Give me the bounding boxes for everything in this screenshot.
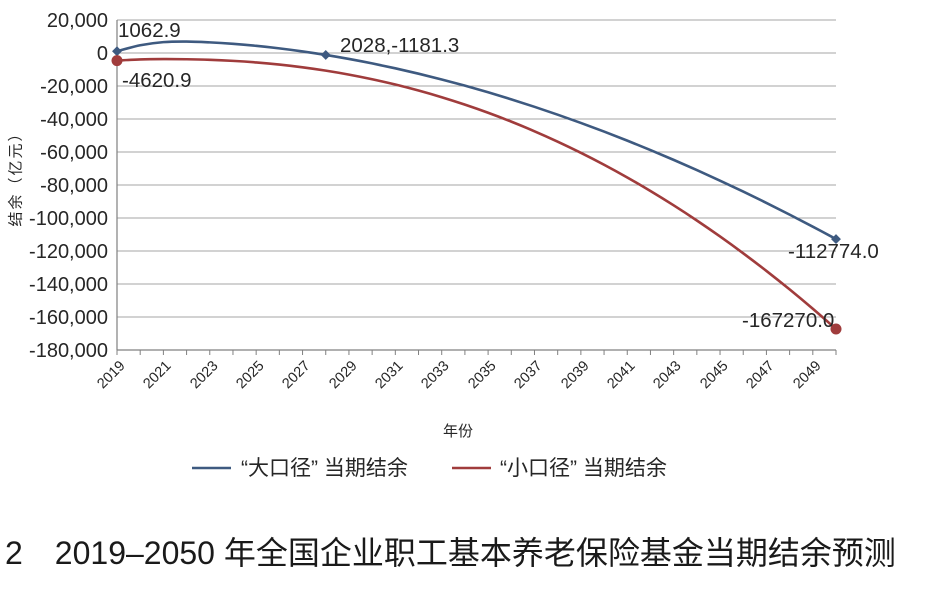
svg-text:-160,000: -160,000: [29, 307, 108, 329]
svg-text:2028,-1181.3: 2028,-1181.3: [340, 34, 459, 57]
svg-text:0: 0: [97, 43, 108, 65]
svg-text:-20,000: -20,000: [40, 76, 108, 98]
svg-text:-80,000: -80,000: [40, 175, 108, 197]
svg-text:“小口径” 当期结余: “小口径” 当期结余: [500, 457, 667, 480]
svg-text:-140,000: -140,000: [29, 274, 108, 296]
svg-text:-60,000: -60,000: [40, 142, 108, 164]
svg-text:-120,000: -120,000: [29, 241, 108, 263]
svg-text:-112774.0: -112774.0: [788, 240, 879, 263]
svg-text:-100,000: -100,000: [29, 208, 108, 230]
svg-text:1062.9: 1062.9: [118, 19, 181, 42]
svg-text:-40,000: -40,000: [40, 109, 108, 131]
svg-text:-4620.9: -4620.9: [122, 69, 192, 92]
svg-text:“大口径” 当期结余: “大口径” 当期结余: [241, 457, 408, 480]
svg-text:20,000: 20,000: [47, 10, 108, 32]
svg-text:-180,000: -180,000: [29, 340, 108, 362]
svg-text:-167270.0: -167270.0: [742, 309, 834, 332]
